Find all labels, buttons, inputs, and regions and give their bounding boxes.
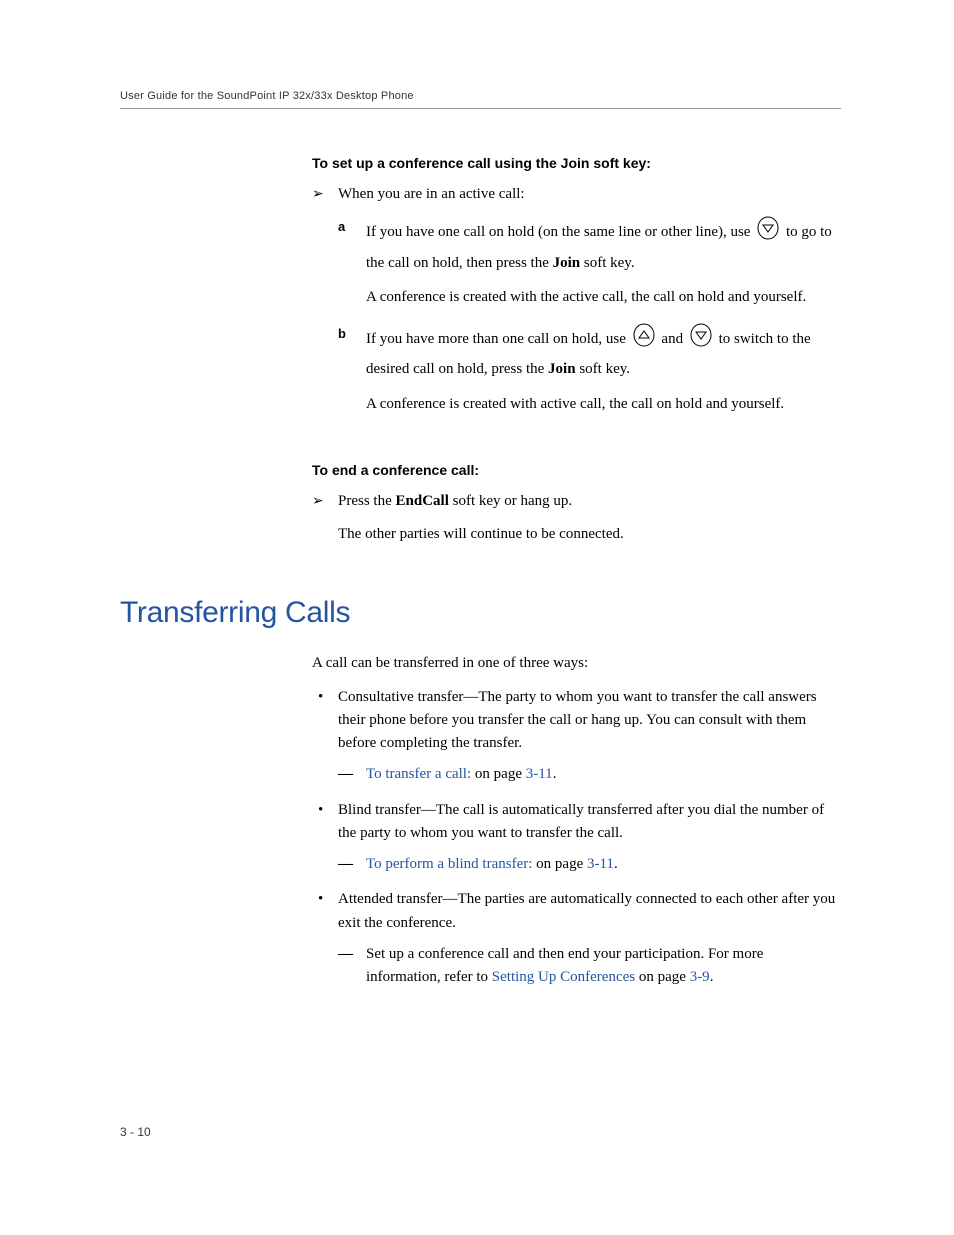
bold-text: EndCall	[396, 493, 449, 509]
bold-text: Join	[553, 255, 581, 271]
bullet-text: Attended transfer—The parties are automa…	[338, 888, 841, 935]
bullet-text: Consultative transfer—The party to whom …	[338, 686, 841, 756]
link-page[interactable]: 3-9	[690, 969, 710, 985]
step-text: Press the EndCall soft key or hang up.	[338, 490, 841, 513]
substep-text: If you have one call on hold (on the sam…	[366, 216, 841, 276]
bullet-item: • Blind transfer—The call is automatical…	[312, 799, 841, 846]
text: on page	[471, 766, 526, 782]
dash-item: — Set up a conference call and then end …	[338, 943, 841, 990]
step-row: ➢ Press the EndCall soft key or hang up.	[312, 490, 841, 513]
text: on page	[532, 856, 587, 872]
bullet-item: • Consultative transfer—The party to who…	[312, 686, 841, 756]
step-text: When you are in an active call:	[338, 183, 841, 206]
arrow-marker-icon: ➢	[312, 183, 338, 204]
subhead-end: To end a conference call:	[312, 462, 841, 478]
bullet-icon: •	[312, 799, 338, 822]
link-page[interactable]: 3-11	[587, 856, 614, 872]
bold-text: Join	[548, 361, 576, 377]
text: soft key.	[580, 255, 634, 271]
section-title: Transferring Calls	[120, 596, 841, 630]
step-row: ➢ When you are in an active call:	[312, 183, 841, 206]
substep-note: A conference is created with active call…	[366, 393, 841, 416]
dash-icon: —	[338, 853, 366, 876]
text: .	[614, 856, 618, 872]
up-arrow-icon	[632, 323, 656, 356]
subhead-join: To set up a conference call using the Jo…	[312, 155, 841, 171]
bullet-item: • Attended transfer—The parties are auto…	[312, 888, 841, 935]
dash-item: — To perform a blind transfer: on page 3…	[338, 853, 841, 876]
bullet-text: Blind transfer—The call is automatically…	[338, 799, 841, 846]
text: .	[553, 766, 557, 782]
dash-item: — To transfer a call: on page 3-11.	[338, 763, 841, 786]
substep-text: If you have more than one call on hold, …	[366, 323, 841, 383]
note-text: The other parties will continue to be co…	[338, 523, 841, 546]
text: soft key or hang up.	[449, 493, 572, 509]
dash-text: To perform a blind transfer: on page 3-1…	[366, 853, 841, 876]
bullet-icon: •	[312, 686, 338, 709]
substep-marker: a	[338, 216, 366, 238]
substep-note: A conference is created with the active …	[366, 286, 841, 309]
substep-marker: b	[338, 323, 366, 345]
page-header: User Guide for the SoundPoint IP 32x/33x…	[120, 90, 841, 109]
text: Press the	[338, 493, 396, 509]
text: If you have more than one call on hold, …	[366, 331, 630, 347]
dash-icon: —	[338, 943, 366, 966]
text: If you have one call on hold (on the sam…	[366, 224, 754, 240]
dash-text: Set up a conference call and then end yo…	[366, 943, 841, 990]
down-arrow-icon	[756, 216, 780, 249]
arrow-marker-icon: ➢	[312, 490, 338, 511]
dash-text: To transfer a call: on page 3-11.	[366, 763, 841, 786]
intro-text: A call can be transferred in one of thre…	[312, 652, 841, 675]
text: and	[661, 331, 686, 347]
down-arrow-icon	[689, 323, 713, 356]
substep-a: a If you have one call on hold (on the s…	[338, 216, 841, 276]
link-text[interactable]: To perform a blind transfer:	[366, 856, 532, 872]
text: .	[710, 969, 714, 985]
bullet-icon: •	[312, 888, 338, 911]
link-text[interactable]: To transfer a call:	[366, 766, 471, 782]
link-text[interactable]: Setting Up Conferences	[492, 969, 635, 985]
substep-b: b If you have more than one call on hold…	[338, 323, 841, 383]
link-page[interactable]: 3-11	[526, 766, 553, 782]
text: soft key.	[576, 361, 630, 377]
page-number: 3 - 10	[120, 1125, 151, 1139]
text: on page	[635, 969, 690, 985]
dash-icon: —	[338, 763, 366, 786]
